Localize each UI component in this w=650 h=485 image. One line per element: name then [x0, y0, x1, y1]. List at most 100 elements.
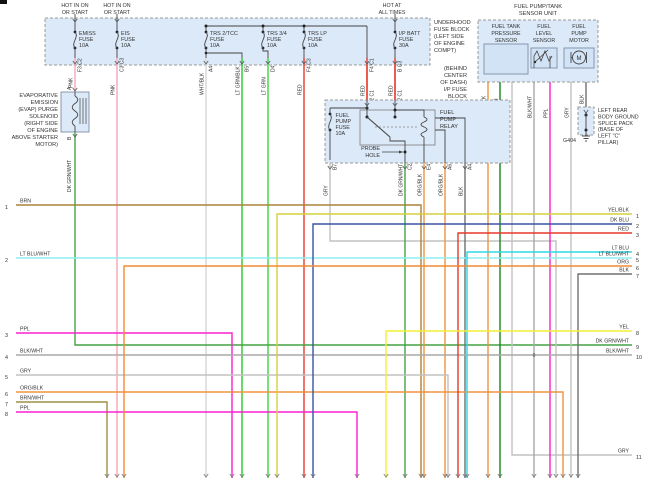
wire-color-label: RED — [618, 227, 629, 233]
hot-feed-label: HOT AT — [383, 3, 402, 9]
hot-feed-label: OR START — [104, 10, 131, 16]
hot-feed-label: HOT IN ON — [61, 3, 88, 9]
relay-label: PUMP — [440, 117, 456, 123]
wire-gry-sensor — [511, 74, 632, 456]
ip-fuse-block-label: (BEHIND — [444, 66, 467, 72]
wire-color-label: PPL — [20, 327, 30, 333]
fuse-label: 10A — [210, 43, 220, 49]
circuit-number: 3 — [636, 233, 639, 239]
wire-color-label: WHT/BLK — [200, 72, 206, 95]
wire-color-label: GRY — [618, 449, 630, 455]
fuse-label: 30A — [399, 43, 409, 49]
circuit-number: 10 — [636, 355, 642, 361]
wire-right-4 — [466, 251, 632, 478]
wire-color-label: PPL — [20, 406, 30, 412]
bottom-connectors — [104, 473, 581, 478]
ground-code: G404 — [563, 138, 576, 144]
underhood-fuse-block-label: (LEFT SIDE — [434, 34, 464, 40]
wire-color-label: DK BLU — [610, 218, 629, 224]
level-sensor-label: LEVEL — [536, 31, 553, 37]
evap-label: OF ENGINE — [27, 128, 58, 134]
wire-color-label: DK GRN/WHT — [399, 164, 405, 196]
wire-right-7 — [577, 273, 632, 478]
pin-label: C3 C3 — [120, 58, 126, 72]
pump-motor-label: FUEL — [572, 24, 586, 30]
wire-color-label: DK GRN/WHT — [596, 339, 630, 345]
evap-label: (EVAP) PURGE — [18, 107, 58, 113]
pin-label: B C3 — [398, 61, 404, 72]
wire-color-label: BLK/WHT — [606, 349, 630, 355]
wire-left-5 — [16, 374, 449, 478]
wire-color-label: PPL — [544, 108, 550, 118]
fuse-label: FUSE — [121, 37, 136, 43]
evap-label: ABOVE STARTER — [12, 135, 58, 141]
ip-fuse-block-label: I/P FUSE — [444, 87, 467, 93]
wire-right-2 — [312, 223, 632, 478]
ground-label: (BASE OF — [598, 127, 624, 133]
hot-feed-label: HOT IN ON — [103, 3, 130, 9]
wire-color-label: RED — [298, 84, 304, 95]
wire-color-label: RED — [361, 85, 367, 96]
probe-hole-label: HOLE — [365, 153, 380, 159]
wire-left-3 — [16, 332, 233, 478]
wire-color-label: YEL/BLK — [608, 208, 630, 214]
underhood-fuse-block-label: FUSE BLOCK — [434, 27, 470, 33]
wire-right-1 — [276, 213, 632, 478]
wire-left-1 — [16, 204, 422, 478]
circuit-number: 11 — [636, 455, 642, 461]
pin-label: A2 C1 — [398, 90, 404, 104]
right-exit-wires: YEL/BLK 1 DK BLU 2 RED 3 LT BLU 4 LT BLU/WHT 5 ORG… — [123, 208, 642, 478]
pin-label: F3 C2 — [78, 58, 84, 72]
wire-color-label: LT GRN/BLK — [236, 66, 242, 95]
circuit-number: 4 — [636, 252, 639, 258]
sensor-unit-title: SENSOR UNIT — [519, 11, 558, 17]
fuse-label: FUSE — [267, 37, 282, 43]
wire-color-label: GRY — [324, 185, 330, 196]
fuse-label: FUSE — [210, 37, 225, 43]
pressure-sensor-label: FUEL TANK — [492, 24, 521, 30]
circuit-number: 7 — [5, 402, 8, 408]
level-sensor-label: FUEL — [537, 24, 551, 30]
wire-color-label: DK GRN/WHT — [67, 160, 73, 192]
pin-label: C2 — [408, 163, 414, 170]
fuse-label: FUEL — [336, 113, 350, 119]
wire-color-label: ORG — [617, 260, 629, 266]
wire-color-label: ORG/BLK — [418, 173, 424, 196]
ground-label: BODY GROUND — [598, 114, 639, 120]
underhood-fuse-block-label: UNDERHOOD — [434, 20, 471, 26]
wire-color-label: BLK — [619, 268, 629, 274]
evap-label: (RIGHT SIDE — [24, 121, 58, 127]
wire-color-label: BRN — [20, 199, 31, 205]
circuit-number: 6 — [636, 266, 639, 272]
pin-label: F4 C3 — [307, 58, 313, 72]
fuse-label: EMISS — [79, 31, 96, 37]
fuse-label: TRS LP — [308, 31, 327, 37]
circuit-number: 2 — [5, 258, 8, 264]
wire-color-label: BRN/WHT — [20, 396, 45, 402]
fuse-label: 10A — [336, 131, 346, 137]
wire-color-label: BLK — [459, 186, 465, 196]
pin-label: A — [67, 86, 73, 90]
ground-label: LEFT REAR — [598, 108, 628, 114]
fuse-label: EIS — [121, 31, 130, 37]
pressure-sensor-label: SENSOR — [495, 38, 518, 44]
circuit-number: 2 — [636, 224, 639, 230]
ip-fuse-block-label: CENTER — [444, 73, 467, 79]
wire-color-label: BLK — [580, 94, 586, 104]
pump-motor-label: PUMP — [571, 31, 587, 37]
fuse-label: PUMP — [336, 119, 352, 125]
wire-left-6 — [16, 391, 564, 478]
pin-label: F4 C1 — [370, 58, 376, 72]
circuit-number: 6 — [5, 392, 8, 398]
pin-label: A4 — [209, 66, 215, 72]
fuse-label: TRS 3/4 — [267, 31, 287, 37]
circuit-number: 1 — [636, 214, 639, 220]
circuit-number: 5 — [5, 375, 8, 381]
wire-left-8 — [16, 411, 358, 478]
